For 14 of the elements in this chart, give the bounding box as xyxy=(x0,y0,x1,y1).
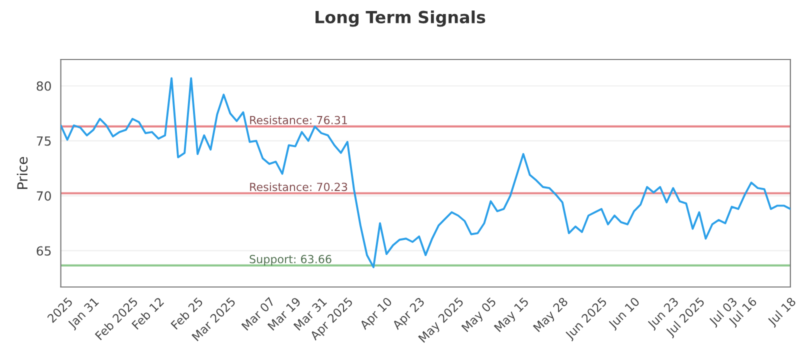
y-tick-label: 75 xyxy=(36,136,51,146)
ref-line-label: Resistance: 76.31 xyxy=(250,116,347,124)
line-series xyxy=(60,77,790,268)
y-axis-title: Price xyxy=(16,157,28,189)
y-tick-label: 80 xyxy=(36,81,51,91)
y-tick-label: 65 xyxy=(36,246,51,256)
y-tick-label: 70 xyxy=(36,191,51,201)
x-tick-label: Jun 10 xyxy=(607,296,642,331)
ref-line-label: Resistance: 70.23 xyxy=(250,182,348,192)
x-tick-label: Jul 18 xyxy=(766,296,798,328)
x-tick-label: Apr 10 xyxy=(359,296,394,332)
ref-line-label: Support: 63.66 xyxy=(250,254,332,266)
chart-title: Long Term Signals xyxy=(316,10,486,27)
x-tick-label: Apr 23 xyxy=(392,296,426,332)
